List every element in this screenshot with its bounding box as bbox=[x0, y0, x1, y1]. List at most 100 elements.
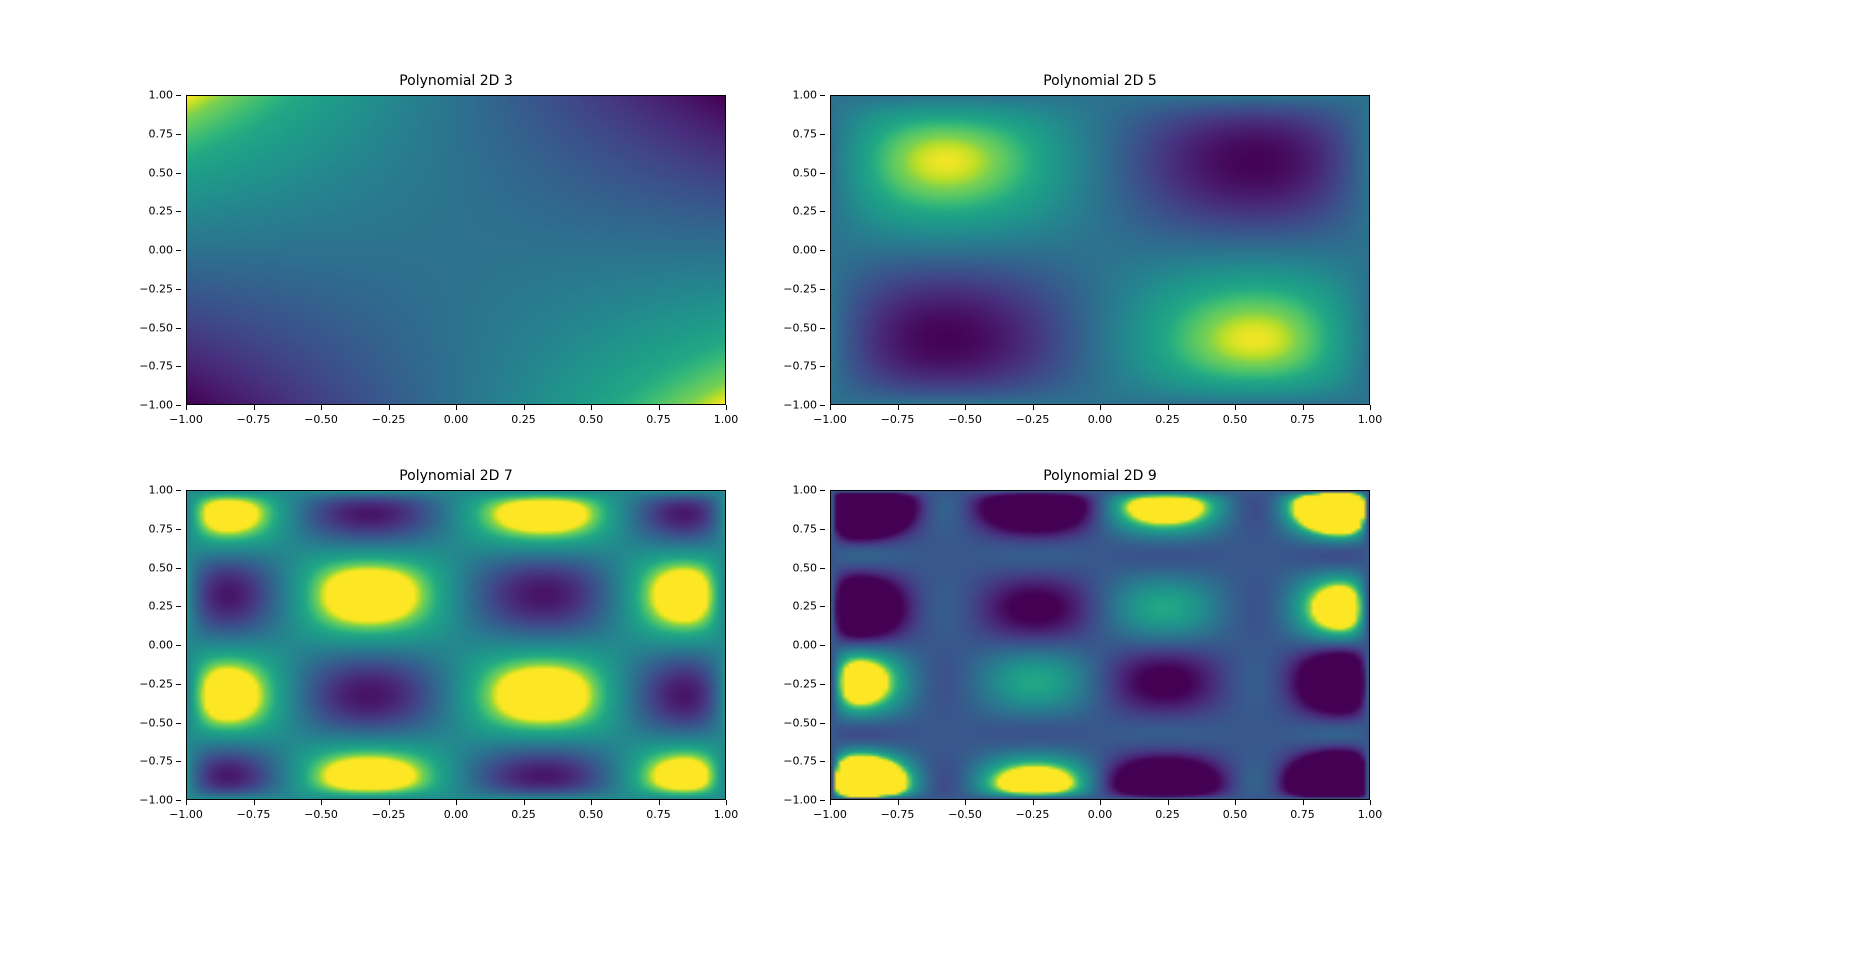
tick-mark bbox=[820, 366, 825, 367]
figure: Polynomial 2D 3 −1.00 −0.75 −0.50 −0.25 0.00… bbox=[0, 0, 1854, 969]
x-tick-label: −0.25 bbox=[1016, 413, 1050, 426]
y-tick-label: 0.25 bbox=[793, 600, 818, 613]
y-tick-label: 0.50 bbox=[793, 166, 818, 179]
tick-mark bbox=[1100, 405, 1101, 410]
y-tick-label: 0.00 bbox=[149, 244, 174, 257]
y-tick-label: 1.00 bbox=[793, 484, 818, 497]
subplot-poly9: Polynomial 2D 9 −1.00−0.75−0.50−0.250.00… bbox=[830, 490, 1370, 800]
x-tick-label: −0.75 bbox=[881, 808, 915, 821]
tick-mark bbox=[176, 723, 181, 724]
tick-mark bbox=[321, 800, 322, 805]
tick-mark bbox=[830, 405, 831, 410]
x-tick-label: 0.50 bbox=[1223, 808, 1248, 821]
y-tick-label: 0.00 bbox=[149, 639, 174, 652]
subplot-poly3: Polynomial 2D 3 −1.00−0.75−0.50−0.250.00… bbox=[186, 95, 726, 405]
tick-mark bbox=[898, 800, 899, 805]
y-tick-label: −1.00 bbox=[783, 399, 817, 412]
tick-mark bbox=[176, 800, 181, 801]
heatmap-canvas bbox=[186, 95, 726, 405]
y-tick-label: 0.25 bbox=[793, 205, 818, 218]
tick-mark bbox=[591, 405, 592, 410]
y-tick-label: 0.25 bbox=[149, 205, 174, 218]
y-tick-label: −1.00 bbox=[139, 399, 173, 412]
tick-mark bbox=[820, 95, 825, 96]
tick-mark bbox=[965, 405, 966, 410]
x-tick-label: 0.00 bbox=[444, 808, 469, 821]
x-tick-label: 0.00 bbox=[444, 413, 469, 426]
x-tick-label: 0.75 bbox=[1290, 413, 1315, 426]
x-tick-label: 1.00 bbox=[1358, 808, 1383, 821]
y-tick-label: −0.75 bbox=[139, 755, 173, 768]
x-tick-label: −0.50 bbox=[948, 808, 982, 821]
tick-mark bbox=[176, 173, 181, 174]
x-tick-label: −0.25 bbox=[372, 413, 406, 426]
y-tick-label: −1.00 bbox=[139, 794, 173, 807]
tick-mark bbox=[176, 761, 181, 762]
tick-mark bbox=[820, 405, 825, 406]
tick-mark bbox=[389, 800, 390, 805]
x-tick-label: 0.25 bbox=[1155, 808, 1180, 821]
tick-mark bbox=[176, 606, 181, 607]
x-tick-label: 1.00 bbox=[714, 808, 739, 821]
tick-mark bbox=[591, 800, 592, 805]
y-tick-label: 0.00 bbox=[793, 639, 818, 652]
tick-mark bbox=[965, 800, 966, 805]
x-tick-label: 0.75 bbox=[646, 808, 671, 821]
tick-mark bbox=[726, 800, 727, 805]
tick-mark bbox=[176, 250, 181, 251]
x-tick-label: −0.50 bbox=[948, 413, 982, 426]
x-tick-label: 0.25 bbox=[1155, 413, 1180, 426]
y-tick-label: −0.75 bbox=[783, 360, 817, 373]
x-tick-label: −1.00 bbox=[813, 808, 847, 821]
y-tick-label: 0.75 bbox=[793, 522, 818, 535]
tick-mark bbox=[659, 800, 660, 805]
y-tick-label: 1.00 bbox=[149, 484, 174, 497]
tick-mark bbox=[820, 289, 825, 290]
y-tick-label: 0.75 bbox=[149, 522, 174, 535]
x-tick-label: −0.50 bbox=[304, 808, 338, 821]
tick-mark bbox=[1033, 800, 1034, 805]
y-tick-label: −1.00 bbox=[783, 794, 817, 807]
x-tick-label: 0.50 bbox=[579, 413, 604, 426]
tick-mark bbox=[176, 134, 181, 135]
x-tick-label: −1.00 bbox=[813, 413, 847, 426]
tick-mark bbox=[176, 568, 181, 569]
tick-mark bbox=[820, 211, 825, 212]
subplot-title: Polynomial 2D 5 bbox=[830, 73, 1370, 89]
tick-mark bbox=[820, 328, 825, 329]
tick-mark bbox=[830, 800, 831, 805]
tick-mark bbox=[176, 684, 181, 685]
x-tick-label: 0.75 bbox=[1290, 808, 1315, 821]
tick-mark bbox=[389, 405, 390, 410]
tick-mark bbox=[176, 289, 181, 290]
y-tick-label: 0.00 bbox=[793, 244, 818, 257]
tick-mark bbox=[321, 405, 322, 410]
tick-mark bbox=[1235, 800, 1236, 805]
y-tick-label: −0.75 bbox=[783, 755, 817, 768]
tick-mark bbox=[820, 250, 825, 251]
y-tick-label: −0.50 bbox=[783, 321, 817, 334]
tick-mark bbox=[524, 800, 525, 805]
x-tick-label: −0.75 bbox=[881, 413, 915, 426]
x-tick-label: 0.25 bbox=[511, 413, 536, 426]
y-tick-label: 1.00 bbox=[149, 89, 174, 102]
y-tick-label: −0.50 bbox=[139, 321, 173, 334]
tick-mark bbox=[1303, 800, 1304, 805]
heatmap-canvas bbox=[186, 490, 726, 800]
x-tick-label: −0.50 bbox=[304, 413, 338, 426]
x-tick-label: 0.00 bbox=[1088, 808, 1113, 821]
y-tick-label: 0.25 bbox=[149, 600, 174, 613]
tick-mark bbox=[726, 405, 727, 410]
tick-mark bbox=[820, 645, 825, 646]
tick-mark bbox=[1303, 405, 1304, 410]
x-tick-label: 0.50 bbox=[579, 808, 604, 821]
tick-mark bbox=[186, 800, 187, 805]
tick-mark bbox=[1168, 800, 1169, 805]
subplot-title: Polynomial 2D 7 bbox=[186, 468, 726, 484]
subplot-poly5: Polynomial 2D 5 −1.00−0.75−0.50−0.250.00… bbox=[830, 95, 1370, 405]
x-tick-label: 0.50 bbox=[1223, 413, 1248, 426]
tick-mark bbox=[456, 800, 457, 805]
subplot-title: Polynomial 2D 3 bbox=[186, 73, 726, 89]
y-tick-label: 0.50 bbox=[149, 166, 174, 179]
tick-mark bbox=[820, 800, 825, 801]
